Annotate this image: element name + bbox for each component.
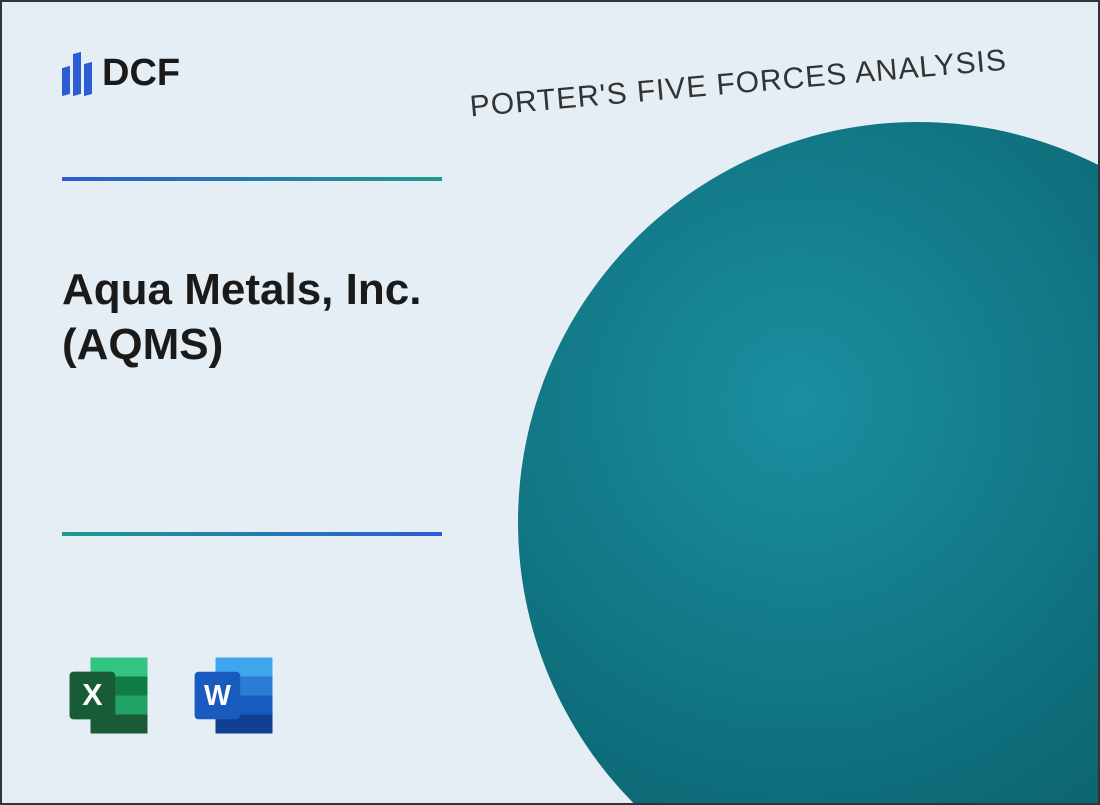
- title-line-2: (AQMS): [62, 317, 421, 372]
- dcf-logo: DCF: [62, 52, 180, 95]
- file-icons-row: X W: [62, 648, 282, 743]
- divider-top: [62, 177, 442, 181]
- teal-circle-bg: [518, 122, 1100, 805]
- analysis-title: PORTER'S FIVE FORCES ANALYSIS: [469, 44, 1009, 125]
- excel-icon: X: [62, 648, 157, 743]
- title-line-1: Aqua Metals, Inc.: [62, 262, 421, 317]
- page-title: Aqua Metals, Inc. (AQMS): [62, 262, 421, 372]
- svg-text:X: X: [82, 678, 102, 712]
- word-icon: W: [187, 648, 282, 743]
- logo-text: DCF: [102, 52, 180, 95]
- divider-bottom: [62, 532, 442, 536]
- main-container: DCF Aqua Metals, Inc. (AQMS) X: [0, 0, 1100, 805]
- logo-bars-icon: [62, 53, 92, 95]
- svg-text:W: W: [204, 680, 231, 712]
